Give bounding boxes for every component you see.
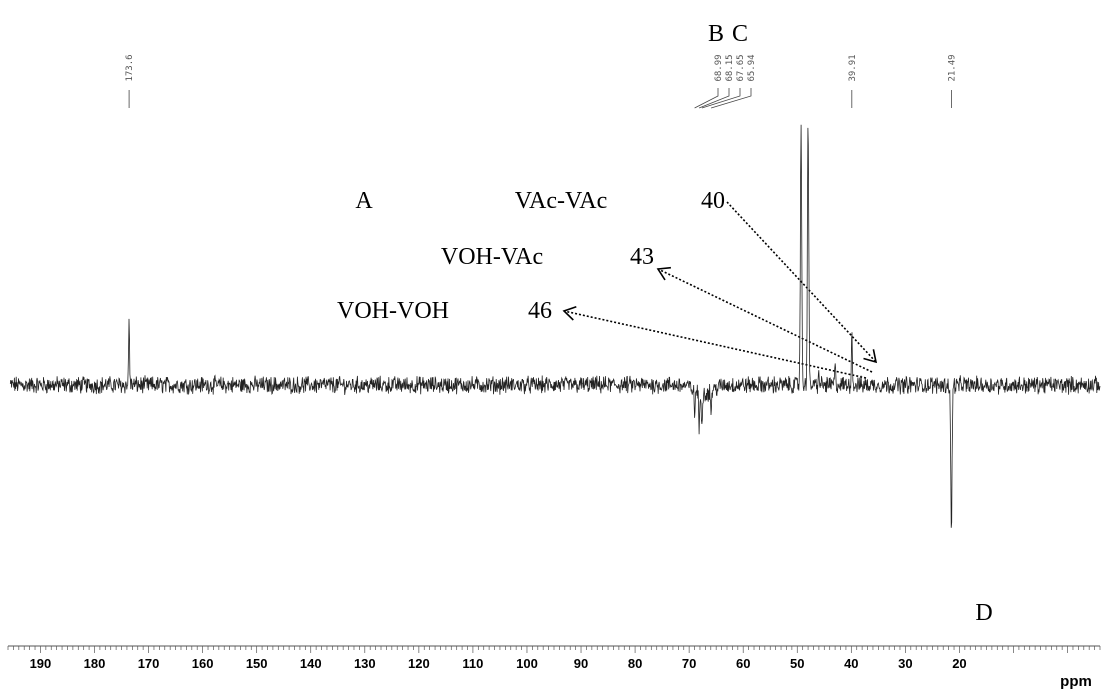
peak-label: 173.6 [125, 54, 135, 81]
x-tick-label: 100 [516, 656, 538, 671]
x-tick-label: 70 [682, 656, 696, 671]
peak-label-leader [694, 88, 719, 109]
peak-label: 65.94 [747, 54, 757, 81]
annotation-letter: D [975, 600, 992, 626]
assignment-label: VOH-VAc [441, 244, 543, 270]
x-axis: 190 180 170 160 150 140 130 120 110 100 90 80 70 60 50… [7, 645, 1101, 671]
peak-label-leader [710, 88, 752, 109]
peak-label-leader [698, 88, 730, 109]
x-tick-label: 180 [84, 656, 106, 671]
x-tick-label: 170 [138, 656, 160, 671]
peak-label: 68.99 [714, 54, 724, 81]
x-tick-label: 20 [952, 656, 966, 671]
x-axis-label: ppm [1060, 673, 1092, 690]
peak-label: 67.65 [736, 54, 746, 81]
assignment-arrow [726, 201, 877, 363]
assignment-arrow [563, 310, 867, 379]
x-tick-label: 80 [628, 656, 642, 671]
annotation-letter: A [355, 188, 373, 214]
x-tick-label: 30 [898, 656, 912, 671]
assignment-label: VOH-VOH [337, 298, 449, 324]
assignment-arrow [657, 268, 873, 373]
x-tick-label: 110 [462, 656, 483, 671]
spectrum-line [9, 124, 1101, 528]
annotation-letter: C [732, 21, 748, 47]
assignment-arrowhead [562, 306, 577, 321]
assignment-arrowhead [863, 349, 878, 364]
x-tick-label: 190 [30, 656, 52, 671]
x-tick-label: 40 [844, 656, 858, 671]
annotation-letter: B [708, 21, 724, 47]
annotation-arrows [562, 201, 878, 379]
peak-label: 21.49 [947, 54, 957, 81]
x-tick-label: 140 [300, 656, 322, 671]
x-tick-label: 130 [354, 656, 376, 671]
peak-label: 39.91 [848, 54, 858, 81]
peak-label: 68.15 [725, 54, 735, 81]
x-tick-label: 50 [790, 656, 804, 671]
assignment-label: VAc-VAc [515, 188, 607, 214]
assignment-value: 46 [528, 298, 552, 324]
assignment-value: 40 [701, 188, 725, 214]
x-tick-label: 120 [408, 656, 430, 671]
peak-label-leader [701, 88, 741, 109]
assignment-arrowhead [656, 266, 671, 281]
x-tick-label: 60 [736, 656, 750, 671]
spectrum-trace [9, 124, 1101, 528]
x-tick-label: 150 [246, 656, 268, 671]
x-tick-label: 90 [574, 656, 588, 671]
assignment-value: 43 [630, 244, 654, 270]
x-tick-label: 160 [192, 656, 214, 671]
peak-labels: 173.6 68.99 68.15 67.65 65.94 39.91 21.49 [125, 54, 957, 109]
annotations: A B C D VAc-VAc 40 VOH-VAc 43 VOH-VOH 46 [337, 21, 993, 626]
